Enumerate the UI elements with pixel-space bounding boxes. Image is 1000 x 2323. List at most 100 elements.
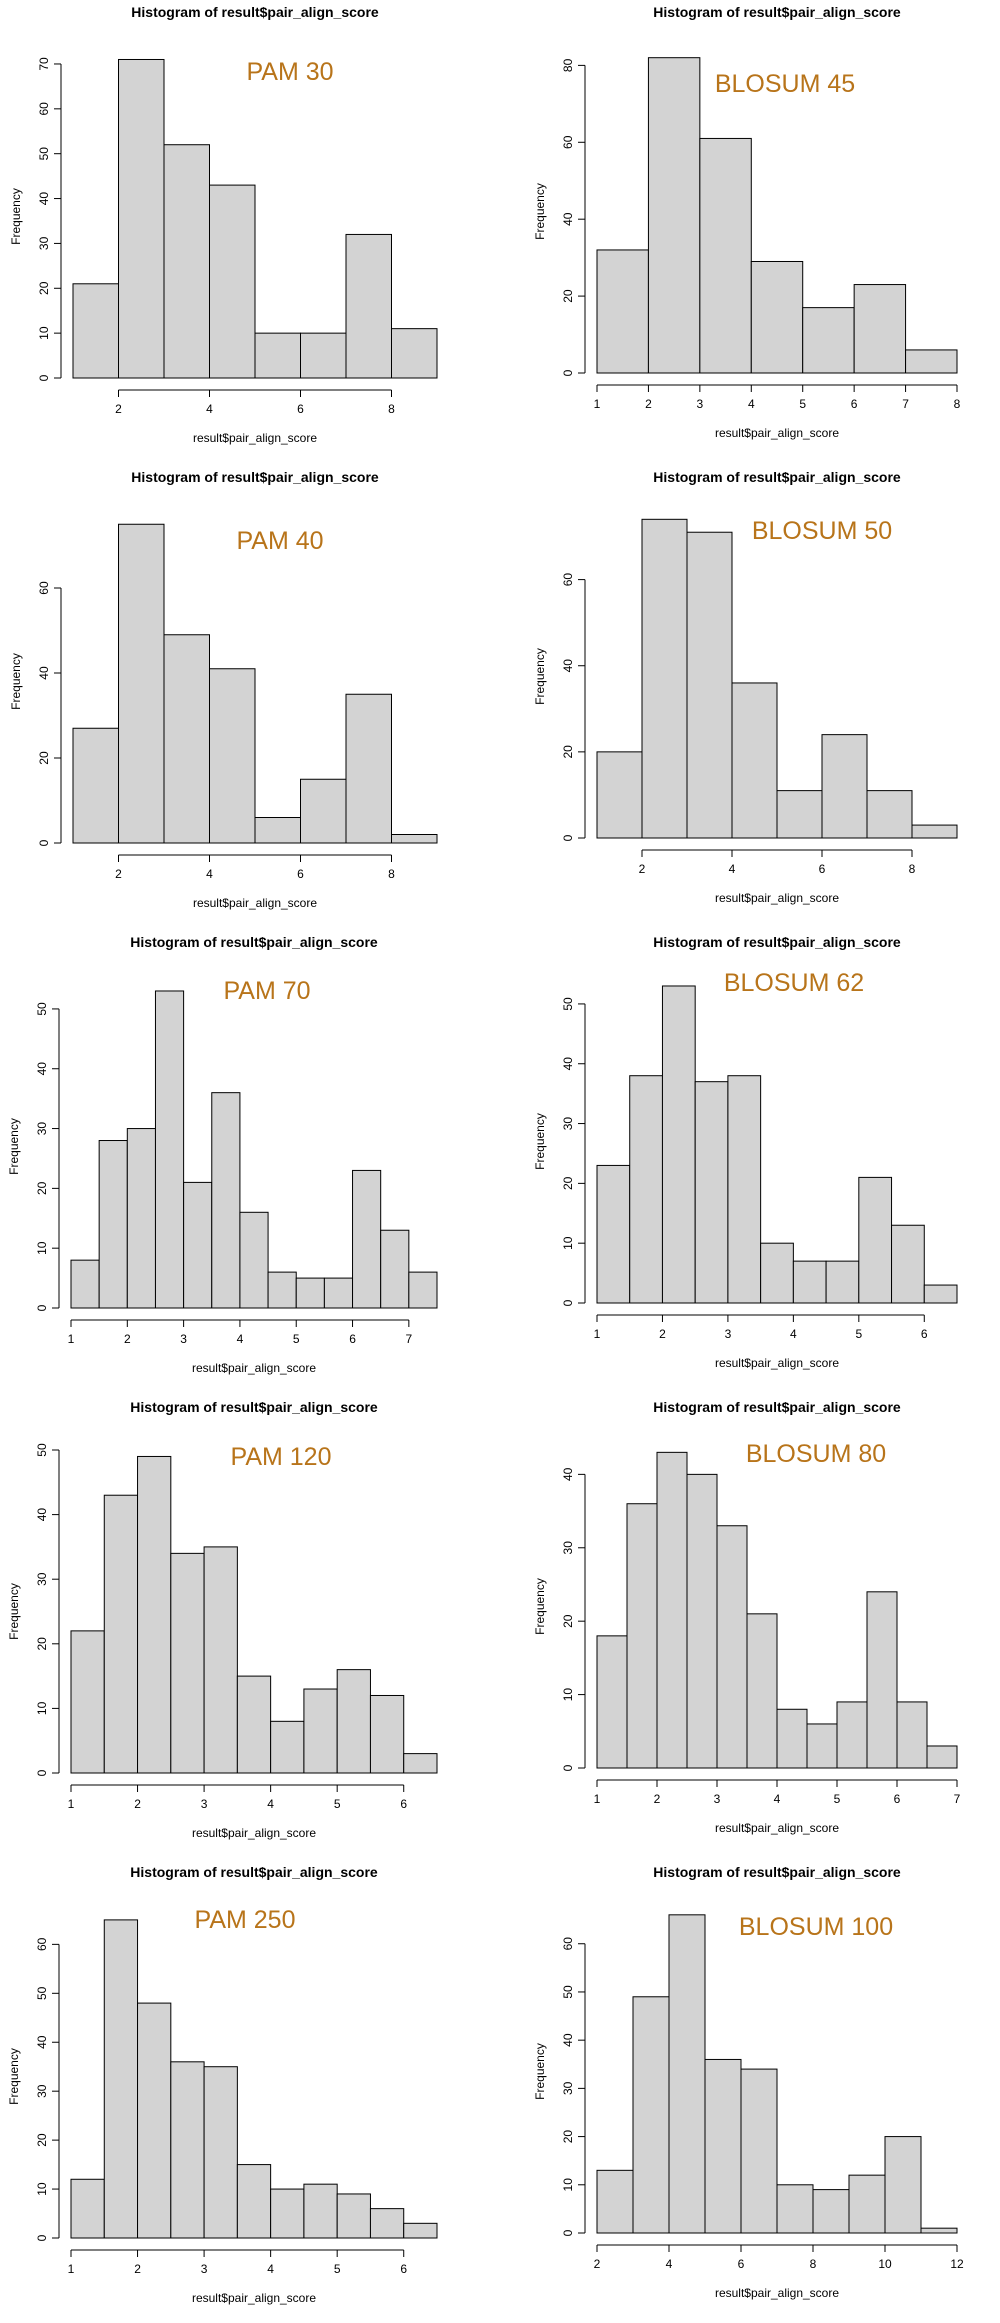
histogram-bar xyxy=(926,1745,958,1769)
histogram-bar xyxy=(596,1164,631,1304)
histogram-bar xyxy=(70,2178,105,2239)
y-tick-label: 50 xyxy=(561,1985,575,1999)
y-tick-label: 0 xyxy=(561,2229,575,2236)
x-axis-label: result$pair_align_score xyxy=(192,2291,316,2305)
histogram-svg: Histogram of result$pair_align_score 1 2 3 4… xyxy=(533,4,960,440)
x-tick-label: 6 xyxy=(738,2257,745,2271)
y-axis-label: Frequency xyxy=(9,653,23,710)
x-tick-label: 3 xyxy=(201,1797,208,1811)
histogram-bar xyxy=(267,1271,297,1309)
x-tick-label: 2 xyxy=(639,862,646,876)
x-axis-label: result$pair_align_score xyxy=(715,1356,839,1370)
y-axis-label: Frequency xyxy=(533,183,547,240)
histogram-bar xyxy=(369,1694,405,1774)
x-tick-label: 4 xyxy=(267,2262,274,2276)
histogram-bar xyxy=(776,1708,808,1769)
chart-title: Histogram of result$pair_align_score xyxy=(653,4,901,20)
histogram-bar xyxy=(72,727,119,844)
x-tick-label: 7 xyxy=(954,1792,961,1806)
y-tick-label: 20 xyxy=(37,281,51,295)
histogram-bar xyxy=(740,2068,778,2234)
histogram-bar xyxy=(209,668,256,844)
chart-title: Histogram of result$pair_align_score xyxy=(653,1864,901,1880)
histogram-bar xyxy=(792,1260,827,1304)
histogram-bar xyxy=(295,1277,325,1309)
y-tick-label: 30 xyxy=(37,236,51,250)
histogram-bar xyxy=(802,307,855,374)
histogram-bar xyxy=(380,1229,410,1309)
histogram-panel: Histogram of result$pair_align_score 2 4 6 8… xyxy=(0,465,500,920)
x-tick-label: 4 xyxy=(206,402,213,416)
y-tick-label: 10 xyxy=(561,1688,575,1702)
histogram-bar xyxy=(853,284,907,374)
chart-title: Histogram of result$pair_align_score xyxy=(130,1864,378,1880)
y-tick-label: 20 xyxy=(561,745,575,759)
histogram-bar xyxy=(821,734,868,839)
x-tick-label: 5 xyxy=(799,397,806,411)
y-tick-label: 20 xyxy=(35,1637,49,1651)
histogram-bar xyxy=(203,1546,238,1774)
x-tick-label: 5 xyxy=(293,1332,300,1346)
histogram-bar xyxy=(403,1753,438,1774)
histogram-bar xyxy=(170,1552,205,1774)
y-tick-label: 50 xyxy=(35,1443,49,1457)
x-tick-label: 2 xyxy=(654,1792,661,1806)
histogram-bar xyxy=(727,1075,762,1304)
matrix-annotation: BLOSUM 100 xyxy=(739,1913,893,1941)
histogram-bar xyxy=(236,2164,272,2239)
x-tick-label: 1 xyxy=(594,397,601,411)
histogram-bar xyxy=(270,2188,305,2239)
histogram-bar xyxy=(656,1451,688,1769)
histogram-svg: Histogram of result$pair_align_score 2 4 6 8… xyxy=(533,469,958,905)
y-tick-label: 10 xyxy=(35,2182,49,2196)
histogram-bar xyxy=(760,1242,794,1304)
y-tick-label: 10 xyxy=(37,326,51,340)
y-axis-label: Frequency xyxy=(7,1583,21,1640)
histogram-bar xyxy=(836,1701,868,1769)
x-tick-label: 8 xyxy=(388,867,395,881)
histogram-panel: Histogram of result$pair_align_score 1 2 3 4… xyxy=(500,0,1000,455)
histogram-bar xyxy=(391,834,438,844)
histogram-bar xyxy=(352,1169,382,1309)
histogram-bar xyxy=(731,682,778,839)
histogram-panel: Histogram of result$pair_align_score 1 2 3 4… xyxy=(0,1395,500,1850)
y-tick-label: 20 xyxy=(561,1176,575,1190)
histogram-bar xyxy=(632,1996,670,2234)
histogram-bar xyxy=(812,2189,850,2234)
histogram-bar xyxy=(345,693,392,844)
histogram-bar xyxy=(209,184,256,379)
histogram-bar xyxy=(72,283,119,379)
y-axis-label: Frequency xyxy=(533,1578,547,1635)
histogram-panel: Histogram of result$pair_align_score 1 2 3 4… xyxy=(500,930,1000,1385)
y-tick-label: 0 xyxy=(35,2234,49,2241)
histogram-bar xyxy=(163,634,210,844)
x-tick-label: 1 xyxy=(68,1797,75,1811)
y-tick-label: 60 xyxy=(561,1937,575,1951)
x-tick-label: 2 xyxy=(134,1797,141,1811)
y-tick-label: 0 xyxy=(35,1304,49,1311)
y-tick-label: 40 xyxy=(37,192,51,206)
x-tick-label: 7 xyxy=(406,1332,413,1346)
y-tick-label: 50 xyxy=(37,147,51,161)
x-axis-label: result$pair_align_score xyxy=(715,2286,839,2300)
histogram-bar xyxy=(704,2058,742,2234)
histogram-bar xyxy=(203,2066,238,2239)
x-tick-label: 6 xyxy=(349,1332,356,1346)
histogram-bar xyxy=(891,1224,925,1304)
x-tick-label: 8 xyxy=(388,402,395,416)
histogram-bar xyxy=(661,985,696,1304)
x-tick-label: 3 xyxy=(725,1327,732,1341)
y-tick-label: 40 xyxy=(35,1062,49,1076)
histogram-bar xyxy=(647,57,701,374)
y-tick-label: 60 xyxy=(37,581,51,595)
histogram-panel: Histogram of result$pair_align_score 1 2 3 4… xyxy=(0,1860,500,2315)
histogram-bar xyxy=(629,1075,663,1304)
y-tick-label: 40 xyxy=(35,2035,49,2049)
histogram-bar xyxy=(303,1688,338,1774)
x-axis-label: result$pair_align_score xyxy=(715,1821,839,1835)
histogram-svg: Histogram of result$pair_align_score 1 2 3 4… xyxy=(7,1399,438,1840)
x-tick-label: 4 xyxy=(729,862,736,876)
histogram-bar xyxy=(806,1723,838,1769)
matrix-annotation: BLOSUM 45 xyxy=(715,70,855,98)
x-tick-label: 6 xyxy=(297,867,304,881)
